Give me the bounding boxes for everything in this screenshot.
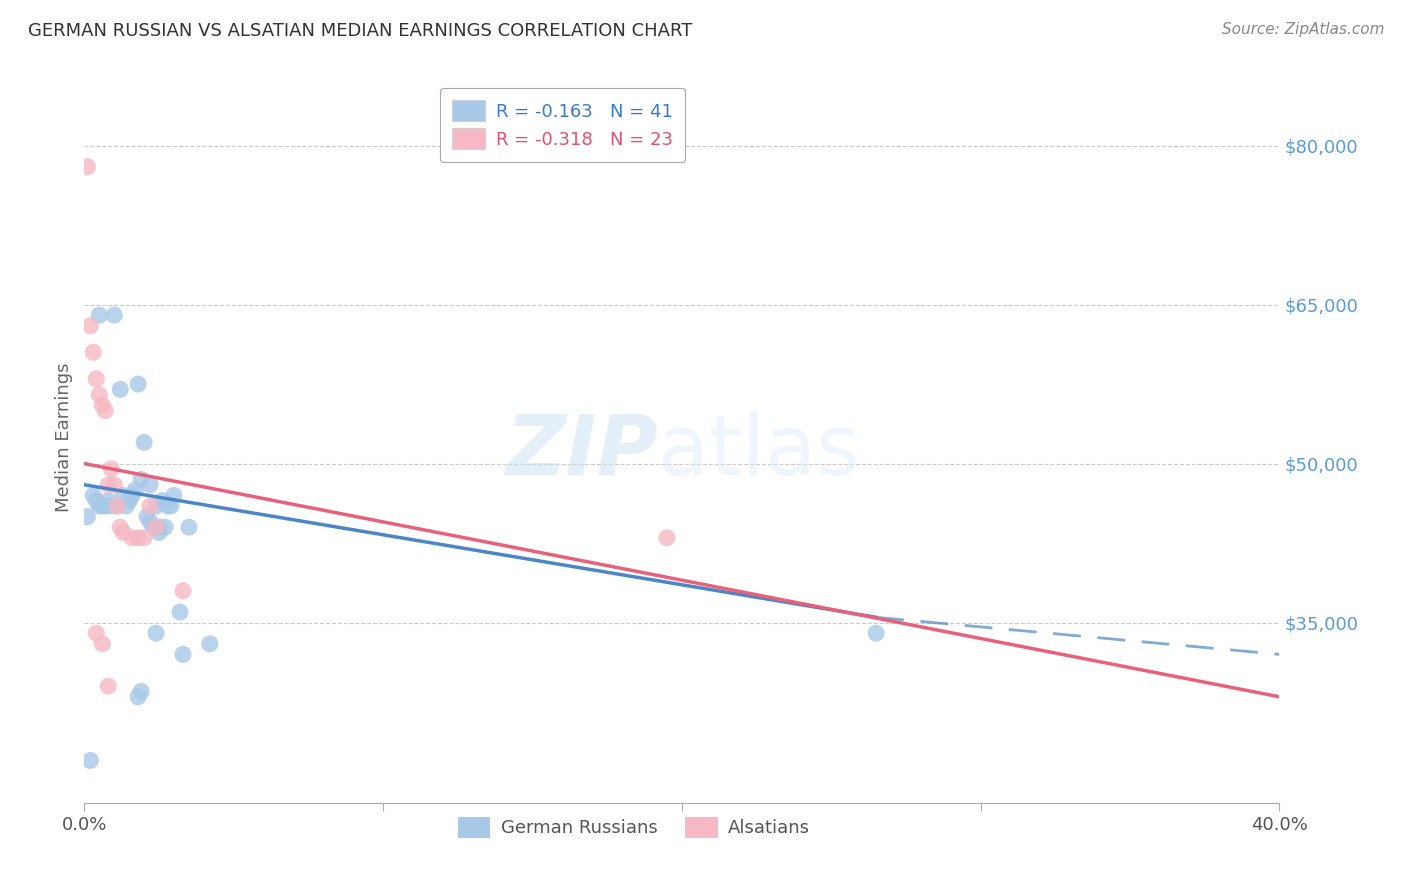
Point — [129, 473, 152, 487]
Point — [142, 520, 165, 534]
Point — [79, 318, 101, 333]
Point — [97, 679, 120, 693]
Point — [139, 477, 162, 491]
Point — [163, 488, 186, 502]
Text: GERMAN RUSSIAN VS ALSATIAN MEDIAN EARNINGS CORRELATION CHART: GERMAN RUSSIAN VS ALSATIAN MEDIAN EARNIN… — [28, 22, 693, 40]
Point — [127, 531, 149, 545]
Point — [97, 477, 120, 491]
Point — [148, 525, 170, 540]
Point — [76, 160, 98, 174]
Point — [103, 477, 125, 491]
Point — [91, 398, 114, 412]
Point — [136, 509, 159, 524]
Point — [172, 648, 194, 662]
Point — [129, 684, 152, 698]
Point — [110, 520, 132, 534]
Point — [160, 499, 183, 513]
Point — [145, 520, 167, 534]
Point — [89, 387, 111, 401]
Point — [115, 499, 138, 513]
Point — [82, 488, 104, 502]
Point — [139, 515, 162, 529]
Point — [127, 690, 149, 704]
Point — [127, 377, 149, 392]
Y-axis label: Median Earnings: Median Earnings — [55, 362, 73, 512]
Point — [100, 499, 122, 513]
Point — [153, 520, 176, 534]
Point — [112, 525, 135, 540]
Point — [145, 626, 167, 640]
Point — [91, 637, 114, 651]
Point — [169, 605, 191, 619]
Legend: German Russians, Alsatians: German Russians, Alsatians — [451, 810, 817, 845]
Point — [121, 531, 143, 545]
Point — [76, 509, 98, 524]
Point — [124, 483, 146, 497]
Point — [177, 520, 200, 534]
Point — [865, 626, 887, 640]
Point — [89, 308, 111, 322]
Point — [145, 499, 167, 513]
Point — [103, 308, 125, 322]
Point — [79, 753, 101, 767]
Point — [121, 488, 143, 502]
Point — [655, 531, 678, 545]
Point — [82, 345, 104, 359]
Point — [118, 493, 141, 508]
Point — [105, 499, 128, 513]
Text: Source: ZipAtlas.com: Source: ZipAtlas.com — [1222, 22, 1385, 37]
Point — [110, 383, 132, 397]
Point — [97, 493, 120, 508]
Point — [89, 499, 111, 513]
Point — [94, 499, 117, 513]
Point — [105, 499, 128, 513]
Point — [86, 493, 108, 508]
Point — [139, 499, 162, 513]
Point — [198, 637, 221, 651]
Text: atlas: atlas — [658, 411, 859, 492]
Point — [150, 493, 173, 508]
Point — [132, 435, 156, 450]
Point — [86, 626, 108, 640]
Point — [112, 488, 135, 502]
Point — [86, 372, 108, 386]
Point — [148, 520, 170, 534]
Point — [91, 499, 114, 513]
Point — [172, 583, 194, 598]
Point — [94, 403, 117, 417]
Point — [100, 462, 122, 476]
Point — [157, 499, 180, 513]
Point — [132, 531, 156, 545]
Text: ZIP: ZIP — [505, 411, 658, 492]
